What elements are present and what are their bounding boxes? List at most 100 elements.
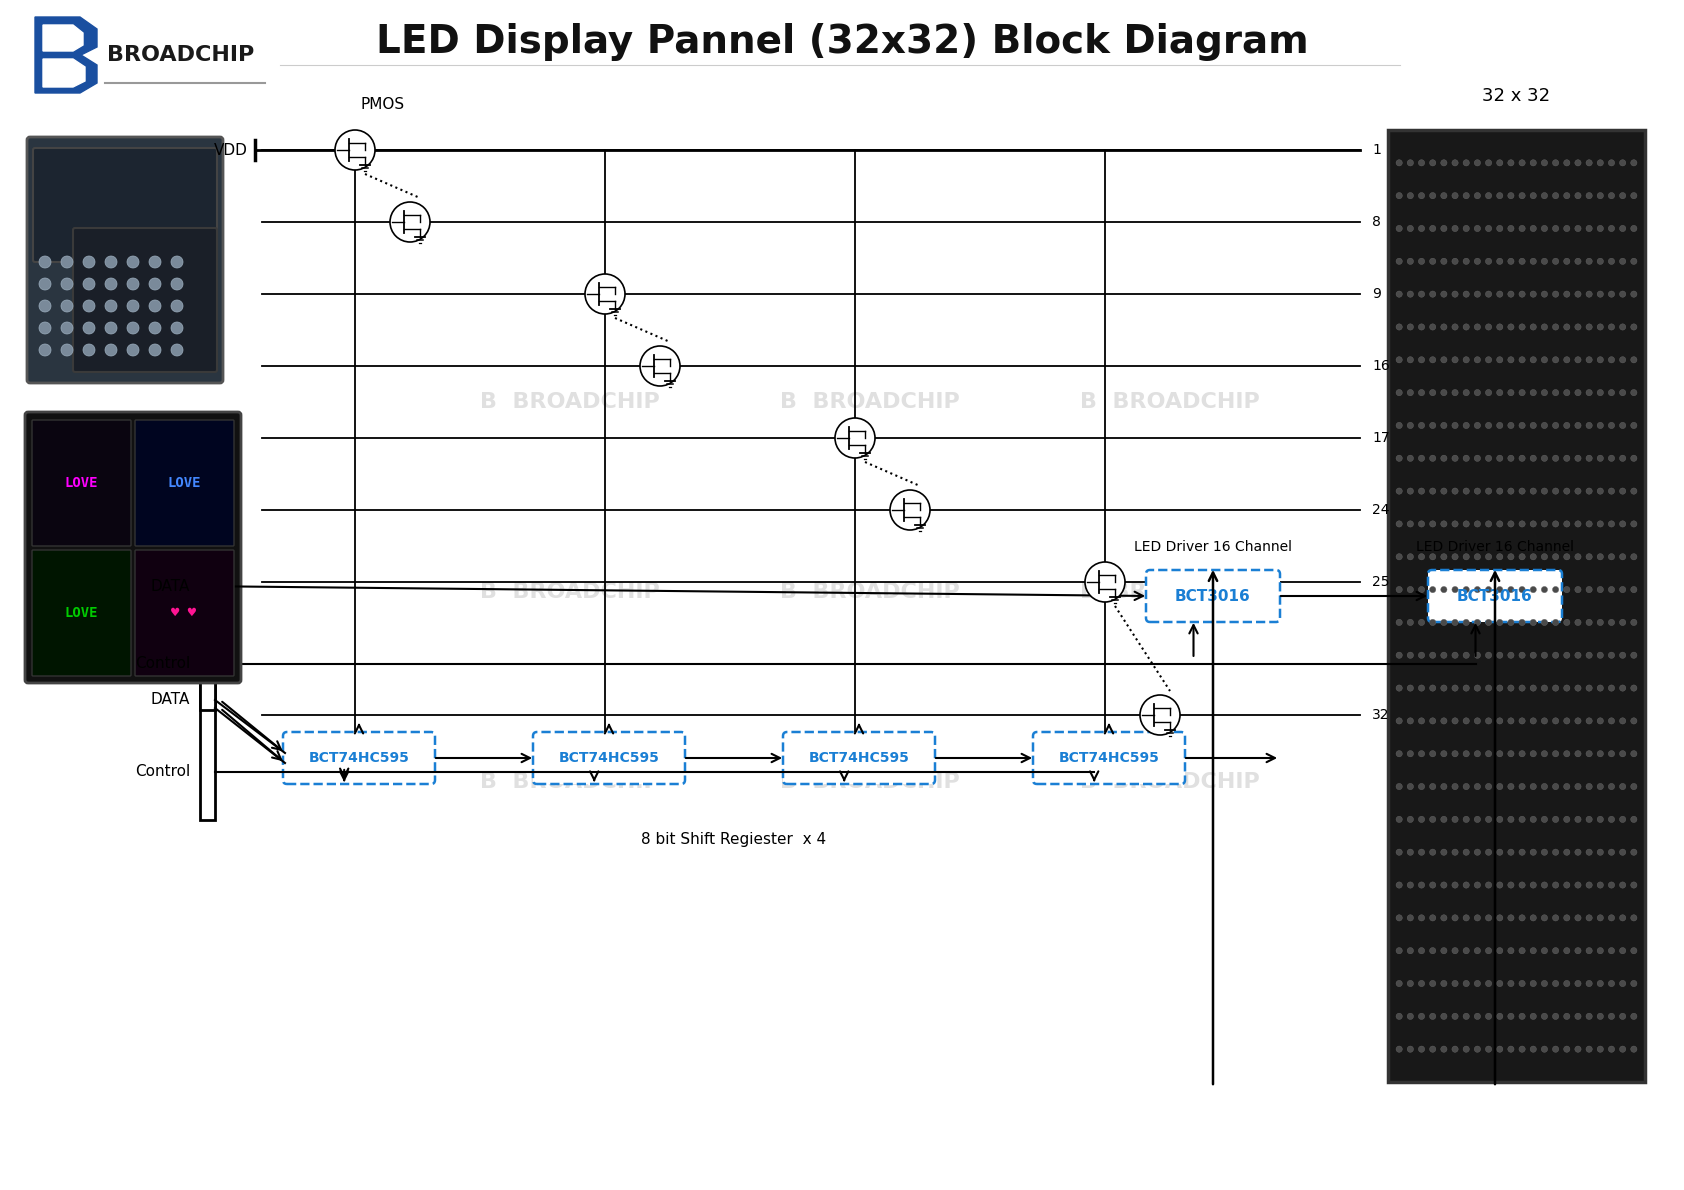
- Circle shape: [1497, 816, 1502, 822]
- Circle shape: [1564, 619, 1569, 626]
- Circle shape: [1608, 193, 1615, 199]
- Circle shape: [1452, 521, 1458, 527]
- Circle shape: [1564, 882, 1569, 888]
- Circle shape: [1620, 553, 1625, 559]
- Circle shape: [1541, 587, 1548, 593]
- Circle shape: [1575, 652, 1581, 658]
- Circle shape: [39, 344, 51, 356]
- Circle shape: [1463, 553, 1470, 559]
- FancyBboxPatch shape: [72, 228, 217, 372]
- Circle shape: [1519, 783, 1526, 790]
- Circle shape: [1575, 258, 1581, 264]
- Circle shape: [1497, 455, 1502, 462]
- Circle shape: [1396, 455, 1403, 462]
- Circle shape: [1630, 389, 1637, 396]
- Circle shape: [1586, 389, 1593, 396]
- Circle shape: [1497, 324, 1502, 330]
- Circle shape: [1463, 488, 1470, 494]
- Circle shape: [39, 300, 51, 312]
- Circle shape: [1507, 193, 1514, 199]
- Circle shape: [1463, 882, 1470, 888]
- Circle shape: [1630, 816, 1637, 822]
- Circle shape: [1474, 455, 1480, 462]
- Circle shape: [1396, 783, 1403, 790]
- Circle shape: [1442, 718, 1447, 724]
- Circle shape: [1553, 981, 1559, 987]
- Circle shape: [1418, 553, 1425, 559]
- Circle shape: [1474, 553, 1480, 559]
- Circle shape: [1575, 324, 1581, 330]
- Circle shape: [1620, 159, 1625, 165]
- Circle shape: [1608, 455, 1615, 462]
- Text: ♥ ♥: ♥ ♥: [172, 606, 197, 620]
- Circle shape: [1564, 718, 1569, 724]
- Circle shape: [1586, 193, 1593, 199]
- Text: BCT74HC595: BCT74HC595: [559, 751, 660, 765]
- Polygon shape: [44, 25, 83, 51]
- Circle shape: [1396, 193, 1403, 199]
- Circle shape: [1531, 389, 1536, 396]
- Circle shape: [1564, 981, 1569, 987]
- Circle shape: [1084, 562, 1125, 602]
- Circle shape: [1519, 292, 1526, 298]
- Circle shape: [1463, 751, 1470, 757]
- Circle shape: [1452, 587, 1458, 593]
- Circle shape: [1608, 652, 1615, 658]
- Circle shape: [1396, 751, 1403, 757]
- Circle shape: [1586, 652, 1593, 658]
- Circle shape: [1408, 619, 1413, 626]
- Circle shape: [1575, 455, 1581, 462]
- Circle shape: [1463, 850, 1470, 856]
- Circle shape: [1497, 587, 1502, 593]
- Circle shape: [1442, 258, 1447, 264]
- Circle shape: [1497, 159, 1502, 165]
- Circle shape: [1553, 258, 1559, 264]
- Circle shape: [1430, 619, 1436, 626]
- Circle shape: [1596, 488, 1603, 494]
- Circle shape: [1541, 159, 1548, 165]
- Circle shape: [1418, 455, 1425, 462]
- Circle shape: [1541, 882, 1548, 888]
- Circle shape: [1485, 685, 1492, 691]
- Circle shape: [1396, 292, 1403, 298]
- Circle shape: [1497, 521, 1502, 527]
- Circle shape: [1596, 915, 1603, 921]
- Text: PMOS: PMOS: [360, 98, 404, 112]
- Circle shape: [1442, 915, 1447, 921]
- Circle shape: [1553, 947, 1559, 954]
- Circle shape: [1586, 292, 1593, 298]
- Circle shape: [1541, 553, 1548, 559]
- Circle shape: [1564, 488, 1569, 494]
- Circle shape: [1586, 357, 1593, 363]
- Circle shape: [1418, 619, 1425, 626]
- Circle shape: [104, 300, 116, 312]
- FancyBboxPatch shape: [25, 412, 241, 683]
- Circle shape: [83, 256, 94, 268]
- Circle shape: [1630, 488, 1637, 494]
- Circle shape: [1442, 1046, 1447, 1052]
- Circle shape: [1497, 882, 1502, 888]
- FancyBboxPatch shape: [283, 732, 434, 784]
- Text: 16: 16: [1372, 359, 1389, 372]
- Circle shape: [1608, 225, 1615, 232]
- Circle shape: [1531, 1046, 1536, 1052]
- Circle shape: [1396, 1013, 1403, 1020]
- Circle shape: [1452, 389, 1458, 396]
- Circle shape: [1575, 292, 1581, 298]
- Circle shape: [1608, 258, 1615, 264]
- Circle shape: [1630, 652, 1637, 658]
- Circle shape: [1564, 685, 1569, 691]
- Circle shape: [1507, 619, 1514, 626]
- Circle shape: [1497, 357, 1502, 363]
- Circle shape: [1575, 882, 1581, 888]
- Circle shape: [1608, 619, 1615, 626]
- Circle shape: [1396, 553, 1403, 559]
- Circle shape: [126, 322, 140, 334]
- Circle shape: [1396, 619, 1403, 626]
- Circle shape: [1586, 850, 1593, 856]
- Circle shape: [1396, 981, 1403, 987]
- Circle shape: [1474, 422, 1480, 428]
- Circle shape: [335, 130, 376, 170]
- Circle shape: [1586, 981, 1593, 987]
- Circle shape: [39, 278, 51, 290]
